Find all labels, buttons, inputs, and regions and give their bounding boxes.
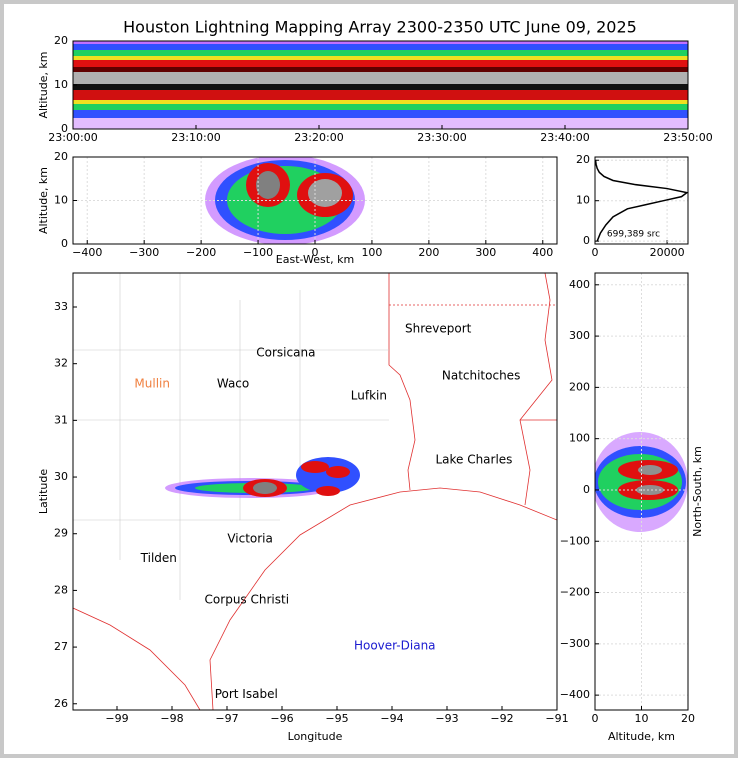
y-tick-label: 0	[583, 234, 590, 247]
x-tick-label: 400	[532, 246, 553, 259]
city-label: Port Isabel	[215, 687, 278, 701]
x-axis-label: East-West, km	[276, 253, 354, 266]
city-label: Lake Charles	[435, 453, 512, 467]
x-tick-label: 23:20:00	[294, 131, 343, 144]
x-tick-label: −96	[270, 712, 293, 725]
y-tick-label: 10	[54, 194, 68, 207]
y-tick-label: 400	[569, 278, 590, 291]
city-label: Natchitoches	[442, 369, 520, 383]
profile-line	[594, 160, 689, 242]
y-tick-label: −200	[560, 586, 590, 599]
chart-title: Houston Lightning Mapping Array 2300-235…	[123, 18, 637, 37]
x-tick-label: 23:10:00	[171, 131, 220, 144]
y-axis-label: Altitude, km	[37, 51, 50, 118]
y-tick-label: 26	[54, 697, 68, 710]
x-tick-label: 100	[361, 246, 382, 259]
y-axis-label: North-South, km	[691, 446, 704, 537]
x-tick-label: 10	[635, 712, 649, 725]
y-tick-label: 0	[61, 237, 68, 250]
y-tick-label: 33	[54, 300, 68, 313]
y-tick-label: 31	[54, 413, 68, 426]
y-tick-label: 28	[54, 583, 68, 596]
x-tick-label: −300	[129, 246, 159, 259]
x-tick-label: −200	[186, 246, 216, 259]
city-label: Corpus Christi	[205, 593, 290, 607]
y-tick-label: 20	[54, 150, 68, 163]
y-tick-label: −100	[560, 534, 590, 547]
x-tick-label: −91	[545, 712, 568, 725]
x-tick-label: 23:50:00	[663, 131, 712, 144]
y-tick-label: 0	[583, 483, 590, 496]
city-label: Mullin	[134, 377, 170, 391]
y-tick-label: 27	[54, 640, 68, 653]
x-tick-label: 23:40:00	[540, 131, 589, 144]
y-tick-label: 10	[576, 194, 590, 207]
y-tick-label: 30	[54, 470, 68, 483]
x-tick-label: 300	[475, 246, 496, 259]
east-west-density	[205, 157, 365, 244]
y-tick-label: 10	[54, 78, 68, 91]
city-label: Hoover-Diana	[354, 638, 436, 652]
y-tick-label: 0	[61, 122, 68, 135]
x-tick-label: −92	[490, 712, 513, 725]
axes-frame	[594, 156, 689, 245]
x-tick-label: 0	[592, 712, 599, 725]
x-tick-label: 0	[312, 246, 319, 259]
x-tick-label: 23:00:00	[48, 131, 97, 144]
y-tick-label: −300	[560, 637, 590, 650]
city-label: Victoria	[227, 531, 273, 545]
x-tick-label: −95	[325, 712, 348, 725]
y-tick-label: 29	[54, 527, 68, 540]
city-label: Waco	[217, 377, 249, 391]
x-tick-label: −98	[160, 712, 183, 725]
x-axis-label: Altitude, km	[608, 730, 675, 743]
time-height-density	[73, 41, 688, 129]
source-count: 699,389 src	[607, 230, 660, 240]
x-axis-label: Longitude	[288, 730, 343, 743]
x-tick-label: 20000	[650, 246, 685, 259]
axes-frame	[72, 272, 558, 711]
x-tick-label: −97	[215, 712, 238, 725]
map-layer	[73, 273, 557, 710]
city-label: Shreveport	[405, 322, 472, 336]
y-axis-label: Latitude	[37, 469, 50, 515]
x-tick-label: −94	[380, 712, 403, 725]
y-tick-label: 300	[569, 329, 590, 342]
y-tick-label: 200	[569, 380, 590, 393]
y-axis-label: Altitude, km	[37, 167, 50, 234]
north-south-density	[595, 432, 688, 532]
city-label: Corsicana	[256, 345, 315, 359]
y-tick-label: −400	[560, 688, 590, 701]
x-tick-label: −93	[435, 712, 458, 725]
x-tick-label: 200	[418, 246, 439, 259]
y-tick-label: 20	[576, 153, 590, 166]
axes-frame	[72, 40, 689, 130]
x-tick-label: −400	[72, 246, 102, 259]
x-tick-label: 23:30:00	[417, 131, 466, 144]
y-tick-label: 32	[54, 357, 68, 370]
axes-frame	[72, 156, 558, 245]
city-label: Lufkin	[351, 388, 387, 402]
y-tick-label: 100	[569, 432, 590, 445]
city-label: Tilden	[140, 551, 177, 565]
y-tick-label: 20	[54, 34, 68, 47]
x-tick-label: −99	[105, 712, 128, 725]
axes-frame	[594, 272, 689, 711]
x-tick-label: −100	[243, 246, 273, 259]
x-tick-label: 20	[681, 712, 695, 725]
x-tick-label: 0	[592, 246, 599, 259]
